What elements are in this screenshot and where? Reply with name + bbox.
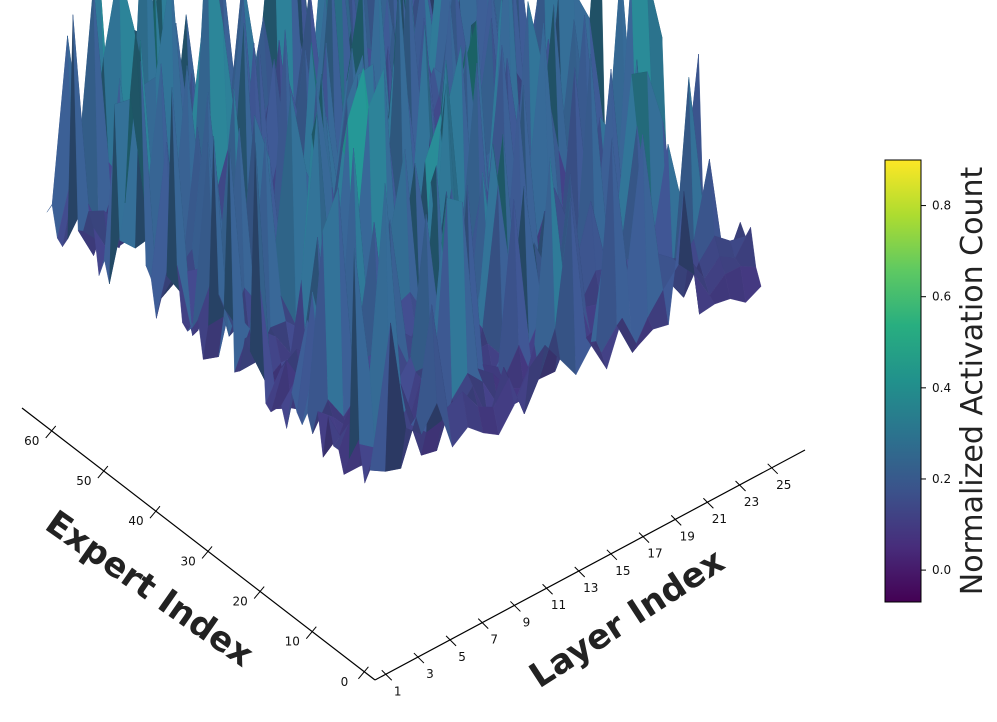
expert-tick-mark (358, 666, 369, 680)
colorbar-tick-label: 0.6 (932, 290, 951, 304)
surface-plot (46, 0, 762, 484)
layer-tick-mark (638, 532, 650, 543)
expert-tick-mark (201, 546, 213, 559)
layer-tick-mark (670, 515, 682, 526)
layer-tick-mark (445, 635, 457, 647)
surface-cell (428, 0, 442, 83)
layer-tick-mark (735, 480, 746, 492)
surface-cell (740, 266, 762, 303)
layer-tick-label: 19 (680, 529, 695, 543)
expert-tick-label: 20 (233, 595, 248, 609)
colorbar-title: Normalized Activation Count (955, 167, 990, 596)
colorbar-tick-label: 0.0 (932, 563, 951, 577)
layer-tick-mark (542, 583, 553, 595)
expert-tick-mark (149, 505, 161, 519)
layer-tick-label: 7 (490, 633, 498, 647)
layer-tick-mark (767, 463, 779, 475)
expert-tick-label: 50 (76, 474, 91, 488)
expert-axis-line (21, 407, 376, 681)
expert-axis-title: Expert Index (38, 503, 261, 676)
layer-tick-label: 9 (523, 615, 531, 629)
layer-tick-mark (703, 497, 714, 509)
layer-tick-mark (477, 618, 489, 629)
layer-tick-label: 3 (426, 667, 434, 681)
layer-tick-label: 11 (551, 598, 566, 612)
expert-tick-mark (305, 626, 317, 640)
colorbar-gradient (884, 159, 922, 603)
expert-tick-label: 60 (24, 434, 39, 448)
colorbar: 0.0 0.2 0.4 0.6 0.8 Normalized Activation Co… (884, 159, 990, 603)
layer-tick-label: 21 (712, 512, 727, 526)
colorbar-ticks: 0.0 0.2 0.4 0.6 0.8 (921, 199, 951, 577)
layer-tick-mark (413, 652, 425, 664)
layer-tick-label: 13 (583, 581, 598, 595)
layer-tick-mark (606, 549, 618, 561)
layer-tick-label: 1 (394, 684, 402, 698)
colorbar-tick-label: 0.4 (932, 381, 951, 395)
layer-tick-mark (574, 566, 586, 578)
layer-tick-label: 23 (744, 495, 759, 509)
layer-tick-label: 25 (776, 478, 791, 492)
layer-tick-mark (510, 601, 521, 612)
layer-tick-mark (381, 669, 393, 681)
expert-tick-mark (253, 586, 265, 599)
layer-axis-line (374, 449, 806, 681)
layer-tick-label: 5 (458, 650, 466, 664)
layer-tick-label: 17 (647, 547, 662, 561)
expert-tick-label: 40 (128, 514, 143, 528)
layer-tick-label: 15 (615, 564, 630, 578)
expert-tick-label: 10 (285, 635, 300, 649)
colorbar-tick-label: 0.2 (932, 472, 951, 486)
expert-tick-label: 30 (180, 554, 195, 568)
expert-tick-mark (97, 465, 109, 479)
colorbar-tick-label: 0.8 (932, 199, 951, 213)
expert-tick-mark (45, 425, 57, 439)
expert-tick-label: 0 (341, 675, 349, 689)
expert-axis-ticks: 0 10 20 30 40 50 60 (24, 425, 369, 689)
